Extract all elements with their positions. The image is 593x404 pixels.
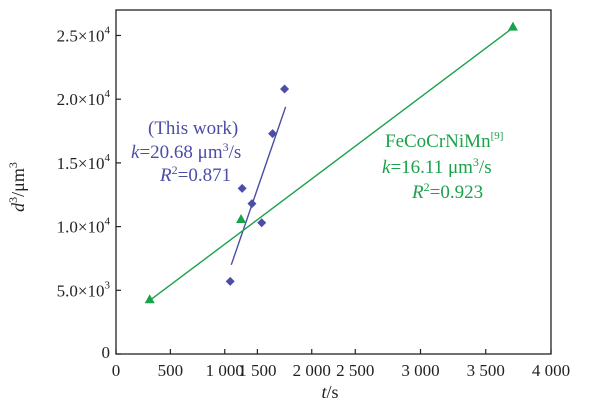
x-tick-label: 1 000 bbox=[206, 361, 244, 380]
y-axis-unit-sup: 3 bbox=[6, 162, 20, 168]
y-tick-label: 5.0×103 bbox=[57, 279, 111, 300]
fit-line-series-0 bbox=[230, 106, 287, 266]
x-axis-unit: /s bbox=[327, 382, 339, 402]
ref-k-var: k bbox=[382, 157, 391, 178]
data-point-series-0 bbox=[247, 199, 257, 209]
data-point-series-0 bbox=[268, 129, 278, 139]
y-tick-base: 5.0×10 bbox=[57, 281, 105, 300]
ref-k: k=16.11 μm3/s bbox=[382, 155, 492, 178]
y-tick-base: 2.5×10 bbox=[57, 26, 105, 45]
annotation-ref: FeCoCrNiMn[9] k=16.11 μm3/s R2=0.923 bbox=[382, 130, 503, 203]
x-tick-label: 3 000 bbox=[401, 361, 439, 380]
data-point-series-1 bbox=[507, 21, 518, 31]
this-work-k: k=20.68 μm3/s bbox=[131, 140, 241, 163]
x-tick-label: 500 bbox=[158, 361, 184, 380]
this-work-r-var: R bbox=[159, 165, 172, 186]
plot-frame bbox=[115, 9, 552, 355]
ref-k-unit: /s bbox=[479, 157, 492, 178]
this-work-k-var: k bbox=[131, 142, 140, 163]
y-tick-exponent: 4 bbox=[105, 24, 111, 36]
annotation-this-work: (This work) k=20.68 μm3/s R2=0.871 bbox=[131, 118, 241, 186]
x-tick-label: 1 500 bbox=[238, 361, 276, 380]
y-tick-label: 0 bbox=[102, 343, 111, 362]
ref-r-var: R bbox=[411, 182, 424, 203]
fit-line-series-1 bbox=[149, 27, 514, 302]
data-point-series-0 bbox=[257, 218, 267, 228]
data-markers bbox=[144, 21, 518, 304]
x-tick-label: 2 000 bbox=[293, 361, 331, 380]
y-tick-base: 1.5×10 bbox=[57, 154, 105, 173]
y-tick-label: 1.5×104 bbox=[57, 152, 111, 173]
x-tick-label: 0 bbox=[112, 361, 121, 380]
y-tick-label: 2.5×104 bbox=[57, 24, 111, 45]
y-axis-var-sup: 3 bbox=[6, 197, 20, 203]
y-axis-unit: /μm bbox=[8, 168, 28, 197]
y-tick-base: 2.0×10 bbox=[57, 90, 105, 109]
this-work-r2: R2=0.871 bbox=[159, 163, 231, 186]
ref-k-sup: 3 bbox=[473, 155, 479, 169]
data-point-series-0 bbox=[237, 183, 247, 193]
data-point-series-1 bbox=[144, 294, 155, 304]
y-tick-exponent: 4 bbox=[105, 88, 111, 100]
ref-r-sup: 2 bbox=[424, 180, 430, 194]
ref-citation: [9] bbox=[491, 130, 504, 142]
ref-r2: R2=0.923 bbox=[411, 180, 483, 203]
y-axis-title: d3/μm3 bbox=[6, 162, 28, 212]
ref-title: FeCoCrNiMn[9] bbox=[385, 130, 503, 152]
this-work-r-sup: 2 bbox=[172, 163, 178, 177]
x-tick-label: 4 000 bbox=[532, 361, 570, 380]
ref-title-text: FeCoCrNiMn bbox=[385, 131, 491, 152]
this-work-title: (This work) bbox=[148, 118, 238, 139]
this-work-r-text: =0.871 bbox=[178, 165, 231, 186]
y-tick-label: 1.0×104 bbox=[57, 216, 111, 237]
data-point-series-0 bbox=[280, 84, 290, 94]
this-work-k-unit: /s bbox=[229, 142, 242, 163]
x-tick-label: 2 500 bbox=[336, 361, 374, 380]
ref-k-text: =16.11 μm bbox=[390, 157, 473, 178]
x-tick-label: 3 500 bbox=[467, 361, 505, 380]
plot-border bbox=[115, 9, 552, 355]
y-tick-base: 1.0×10 bbox=[57, 218, 105, 237]
y-tick-exponent: 4 bbox=[105, 216, 111, 228]
y-tick-exponent: 3 bbox=[105, 279, 111, 291]
y-axis-var: d bbox=[8, 202, 28, 212]
x-axis-title: t/s bbox=[321, 382, 338, 402]
data-point-series-1 bbox=[236, 213, 247, 223]
this-work-k-text: =20.68 μm bbox=[139, 142, 222, 163]
data-point-series-0 bbox=[225, 276, 235, 286]
y-tick-exponent: 4 bbox=[105, 152, 111, 164]
x-axis-var: t bbox=[321, 382, 327, 402]
y-tick-label: 2.0×104 bbox=[57, 88, 111, 109]
this-work-k-sup: 3 bbox=[223, 140, 229, 154]
ref-r-text: =0.923 bbox=[430, 182, 483, 203]
